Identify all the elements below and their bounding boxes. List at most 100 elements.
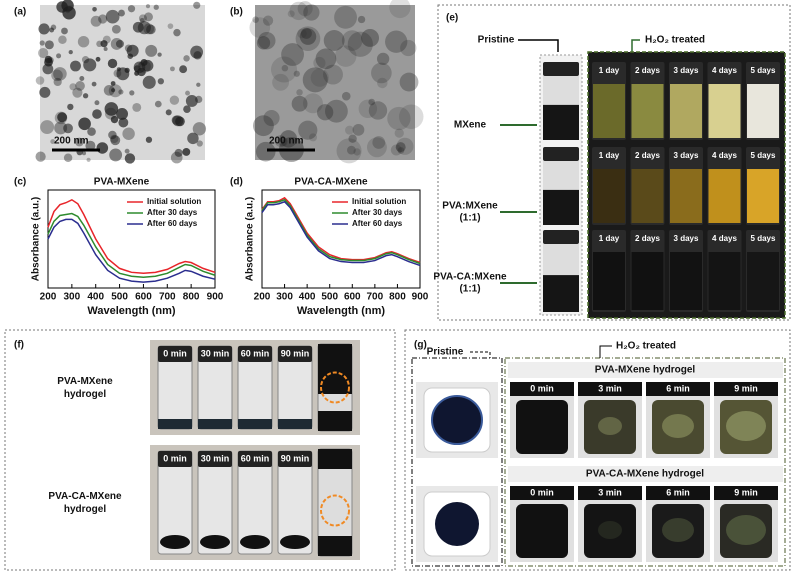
vial-liquid (543, 275, 579, 312)
hydrogel (516, 400, 568, 454)
legend-label: After 30 days (352, 208, 403, 217)
tem-particle (39, 86, 51, 98)
x-tick-label: 200 (254, 292, 271, 303)
legend-label: Initial solution (147, 197, 201, 206)
panel-label: (d) (230, 177, 243, 188)
vial-liquid (543, 104, 579, 140)
vial-liquid (708, 84, 741, 138)
hydrogel (238, 419, 272, 429)
chart-title: PVA-CA-MXene (294, 177, 368, 188)
vial-liquid (631, 84, 664, 138)
tem-particle (287, 10, 295, 18)
time-label: 3 min (598, 383, 622, 393)
tem-particle (295, 26, 321, 51)
day-label: 3 days (674, 66, 699, 75)
tem-particle (96, 142, 109, 154)
tem-particle (142, 75, 156, 89)
tem-particle (334, 5, 357, 29)
x-axis-label: Wavelength (nm) (87, 305, 176, 317)
tem-particle (82, 93, 89, 99)
x-axis-label: Wavelength (nm) (297, 305, 386, 317)
vial-liquid (593, 84, 625, 138)
tem-particle (182, 148, 191, 156)
tem-particle (272, 73, 290, 91)
x-tick-label: 300 (276, 292, 293, 303)
day-label: 3 days (674, 151, 699, 160)
tem-particle (368, 98, 376, 106)
tem-particle (109, 148, 123, 162)
arrow (599, 345, 612, 358)
tem-particle (169, 95, 180, 105)
x-tick-label: 600 (344, 292, 361, 303)
tem-particle (334, 45, 357, 67)
tem-particle (347, 145, 356, 155)
hydrogel (158, 419, 192, 429)
tem-particle (296, 89, 303, 96)
time-label: 60 min (241, 348, 270, 358)
vial-cap (158, 346, 192, 362)
tem-particle (38, 47, 49, 59)
vial-liquid (708, 169, 741, 223)
day-label: 2 days (635, 151, 660, 160)
tem-particle (174, 148, 183, 157)
hydrogel (318, 344, 352, 394)
vial-liquid (631, 252, 664, 310)
tem-particle (132, 102, 142, 112)
tem-particle (372, 136, 386, 149)
tem-particle (53, 67, 67, 81)
tem-particle (58, 35, 67, 44)
tem-particle (140, 58, 148, 66)
tem-particle (172, 115, 184, 127)
degradation (726, 411, 766, 441)
tem-particle (396, 137, 414, 155)
vial-liquid (708, 252, 741, 310)
tem-particle (281, 43, 304, 66)
tem-particle (263, 109, 280, 127)
tem-particle (366, 137, 387, 158)
row-label: (1:1) (459, 213, 480, 224)
tem-particle (298, 120, 318, 140)
tem-particle (157, 78, 164, 85)
time-header (646, 382, 710, 396)
x-tick-label: 900 (207, 292, 224, 303)
time-header (578, 382, 642, 396)
hydrogel (240, 535, 270, 549)
tem-particle (291, 95, 308, 112)
tem-particle (377, 77, 388, 89)
tem-particle (173, 28, 181, 37)
row-header (508, 362, 783, 378)
tem-particle (103, 84, 115, 96)
tem-particle (75, 137, 84, 147)
time-label: 30 min (201, 348, 230, 358)
time-header (714, 486, 778, 500)
tem-particle (352, 123, 365, 136)
tem-particle (50, 139, 56, 144)
tem-particle (81, 151, 87, 156)
tem-particle (56, 1, 68, 13)
hydrogel (198, 419, 232, 429)
tem-particle (61, 27, 68, 35)
pristine-label: Pristine (427, 347, 464, 358)
tem-particle (87, 127, 96, 136)
tem-particle (57, 112, 68, 123)
x-tick-label: 200 (40, 292, 57, 303)
tem-particle (72, 87, 83, 98)
tem-particle (137, 21, 151, 35)
tem-particle (249, 17, 271, 38)
tem-particle (368, 101, 388, 120)
tem-particle (35, 76, 45, 85)
tem-particle (196, 140, 203, 147)
vial-cap (543, 230, 579, 244)
tem-particle (262, 15, 274, 26)
tem-particle (70, 60, 81, 72)
tem-particle (185, 95, 198, 107)
tem-particle (44, 40, 54, 50)
tem-particle (111, 88, 116, 93)
panel-label: (g) (414, 340, 427, 351)
time-label: 9 min (734, 487, 758, 497)
tem-particle (111, 24, 121, 34)
tem-particle (118, 117, 129, 128)
time-label: 30 min (201, 453, 230, 463)
tem-particle (96, 40, 103, 48)
panel-label: (c) (14, 177, 26, 188)
